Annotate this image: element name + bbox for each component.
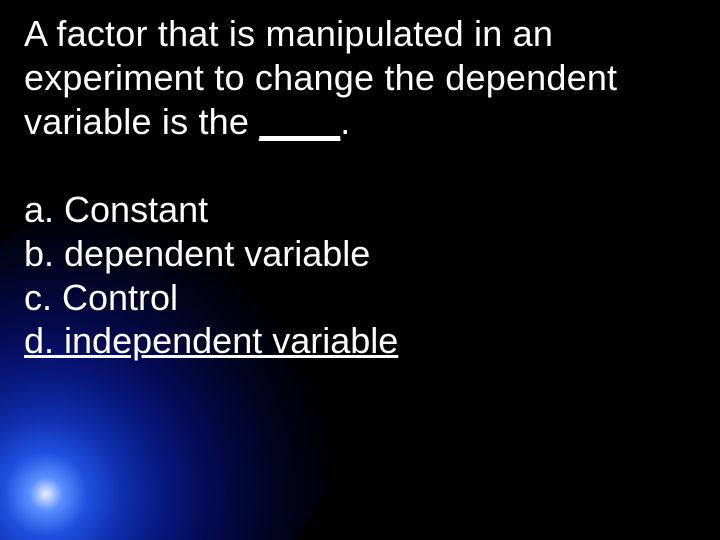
question-suffix: . <box>340 101 350 142</box>
answer-option-a: a. Constant <box>24 188 696 232</box>
question-text: A factor that is manipulated in an exper… <box>24 12 696 144</box>
slide-content: A factor that is manipulated in an exper… <box>0 0 720 363</box>
answer-option-c: c. Control <box>24 276 696 320</box>
answer-list: a. Constant b. dependent variable c. Con… <box>24 188 696 364</box>
answer-option-b: b. dependent variable <box>24 232 696 276</box>
answer-option-d: d. independent variable <box>24 319 696 363</box>
question-blank: ____ <box>259 101 340 142</box>
